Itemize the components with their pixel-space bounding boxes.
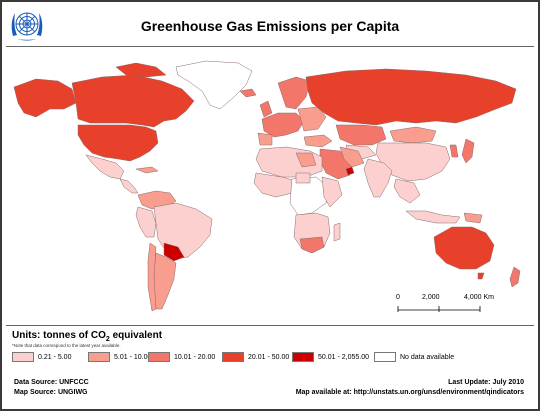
scale-bar (397, 306, 481, 312)
region-usa (77, 124, 159, 162)
region-argentina (153, 252, 177, 310)
region-madagascar (333, 222, 341, 242)
legend-swatches: 0.21 - 5.00 5.01 - 10.00 10.01 - 20.00 2… (12, 352, 532, 366)
region-iran (339, 146, 365, 168)
legend-label: 50.01 - 2,055.00 (318, 353, 369, 361)
legend-label: 20.01 - 50.00 (248, 353, 290, 361)
region-south-africa (299, 236, 325, 254)
region-peru (135, 206, 157, 238)
legend-swatch (12, 352, 34, 362)
legend-label: No data available (400, 353, 455, 361)
un-emblem-icon (8, 6, 46, 44)
region-uk (259, 100, 273, 118)
region-russia (305, 68, 517, 126)
data-source: Data Source: UNFCCC (14, 379, 89, 386)
region-east-africa (321, 176, 343, 208)
legend-item-class4: 20.01 - 50.00 (222, 352, 289, 362)
region-libya (295, 152, 317, 168)
legend-item-nodata: No data available (374, 352, 454, 362)
region-caribbean (135, 166, 159, 174)
scale-label-2000: 2,000 (422, 294, 440, 301)
legend-item-class3: 10.01 - 20.00 (148, 352, 215, 362)
legend-note: *Note that data correspond to the latest… (12, 343, 121, 348)
region-brazil (153, 202, 213, 260)
region-chad (295, 172, 311, 184)
legend: Units: tonnes of CO2 equivalent *Note th… (12, 330, 532, 362)
region-korea (449, 144, 459, 158)
legend-swatch (292, 352, 314, 362)
map-source: Map Source: UNGIWG (14, 389, 88, 396)
legend-item-class1: 0.21 - 5.00 (12, 352, 71, 362)
legend-units: Units: tonnes of CO2 equivalent (12, 330, 163, 343)
legend-item-class2: 5.01 - 10.00 (88, 352, 151, 362)
region-canada-islands (115, 62, 167, 78)
region-se-asia (393, 178, 421, 204)
region-west-africa (253, 172, 297, 198)
scale-label-4000: 4,000 Km (464, 294, 494, 301)
region-scandinavia (277, 76, 311, 110)
region-chile (147, 242, 157, 312)
legend-item-class5: 50.01 - 2,055.00 (292, 352, 369, 362)
region-indonesia (405, 210, 461, 224)
legend-label: 5.01 - 10.00 (114, 353, 152, 361)
region-india (363, 158, 393, 198)
legend-swatch (222, 352, 244, 362)
region-iberia (257, 132, 273, 146)
footer-info: Last Update: July 2010 Map available at:… (296, 378, 524, 398)
legend-label: 0.21 - 5.00 (38, 353, 72, 361)
legend-swatch (88, 352, 110, 362)
region-tasmania (477, 272, 485, 280)
scale-label-0: 0 (396, 294, 400, 301)
region-mongolia (389, 126, 437, 144)
region-new-zealand (509, 266, 521, 288)
last-update: Last Update: July 2010 (448, 379, 524, 386)
region-central-america (119, 178, 139, 194)
region-turkey (303, 134, 333, 148)
footer-sources: Data Source: UNFCCC Map Source: UNGIWG (14, 378, 89, 398)
legend-swatch (374, 352, 396, 362)
map-available-link[interactable]: Map available at: http://unstats.un.org/… (295, 389, 524, 396)
region-iceland (239, 88, 257, 98)
legend-label: 10.01 - 20.00 (174, 353, 216, 361)
region-gulf (345, 166, 355, 176)
map-title: Greenhouse Gas Emissions per Capita (140, 18, 400, 34)
region-papua (463, 212, 483, 224)
region-canada (71, 74, 195, 128)
region-greenland (175, 60, 253, 110)
world-map (6, 46, 534, 326)
region-australia (433, 226, 495, 270)
region-western-europe (261, 112, 305, 138)
region-eastern-europe (297, 106, 327, 132)
legend-swatch (148, 352, 170, 362)
region-paraguay (163, 242, 185, 262)
region-alaska (13, 78, 77, 118)
region-kazakhstan (335, 124, 387, 146)
region-japan (461, 138, 475, 164)
region-central-africa (289, 176, 329, 216)
world-map-svg (13, 60, 521, 312)
